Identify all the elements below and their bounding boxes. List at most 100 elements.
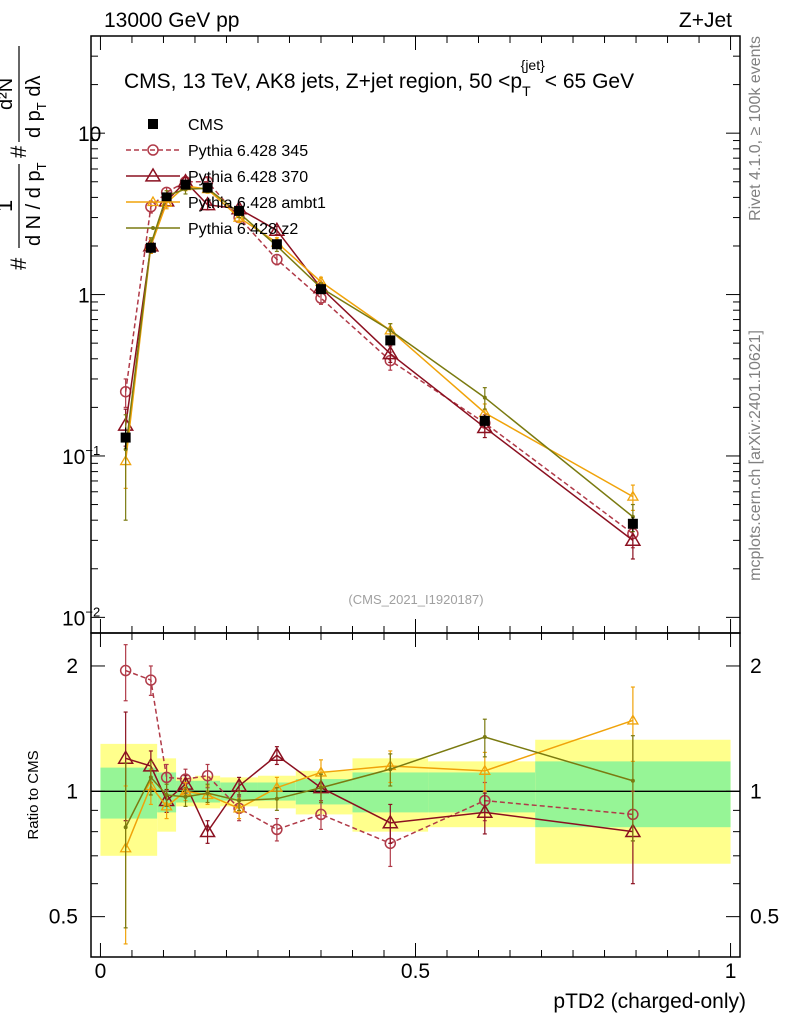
z2-marker	[205, 791, 210, 796]
y-tick-label-ratio-right: 1	[750, 780, 762, 803]
ratio-axis-ticks: 0.5 0.5 1 1 2 2	[49, 633, 779, 958]
p345-marker	[201, 769, 214, 782]
legend-label-ambt1: Pythia 6.428 ambt1	[188, 195, 326, 212]
energy-label: 13000 GeV pp	[104, 9, 239, 32]
process-label: Z+Jet	[679, 9, 732, 32]
ylabel-frac-den-sub: T	[34, 162, 49, 170]
p370-marker	[199, 823, 216, 838]
z2-marker	[388, 328, 393, 333]
cms-marker	[627, 518, 638, 529]
chart-title-sup: {jet}	[521, 57, 545, 73]
ambt1-marker	[146, 195, 160, 207]
main-series-layer	[117, 173, 642, 560]
p370-marker	[476, 419, 494, 434]
p345-marker	[315, 808, 327, 821]
cms-marker	[202, 182, 213, 193]
ratio-series-layer	[117, 644, 642, 945]
band-stat	[428, 772, 536, 813]
svg-text:d N / d pT: d N / d pT	[23, 162, 49, 246]
ambt1-marker	[232, 211, 246, 222]
z2-marker	[482, 735, 487, 740]
ambt1-marker	[478, 764, 491, 775]
p370-marker	[199, 196, 216, 211]
y-tick-label-base: 10	[62, 607, 85, 630]
z2-marker	[151, 226, 155, 230]
z2-marker	[318, 785, 323, 790]
p345-marker	[145, 674, 157, 686]
z2-marker	[630, 778, 635, 783]
legend-item-ambt1: Pythia 6.428 ambt1	[126, 195, 326, 212]
cms-marker	[271, 239, 282, 250]
y-tick-label-main: 10	[78, 123, 101, 146]
p370-marker	[476, 803, 494, 819]
legend-item-p370: Pythia 6.428 370	[126, 167, 308, 186]
y-tick-label-main: 10−2	[62, 604, 100, 630]
cms-marker	[120, 432, 131, 443]
p370-marker	[624, 531, 642, 547]
p345-marker	[147, 144, 159, 156]
y-tick-label-exp: −1	[85, 443, 100, 458]
ylabel-frac-num: 1	[0, 200, 17, 212]
ylabel-den2-sub: T	[34, 102, 49, 110]
source-label: mcplots.cern.ch [arXiv:2401.10621]	[747, 330, 764, 581]
legend-label-p345: Pythia 6.428 345	[188, 143, 308, 160]
ratio-panel: 0.5 0.5 1 1 2 2	[49, 632, 779, 958]
ambt1-marker	[232, 802, 246, 813]
cms-marker	[145, 242, 156, 253]
p370-marker	[268, 221, 286, 236]
x-axis-label: pTD2 (charged-only)	[553, 990, 746, 1013]
svg-text:d pT dλ: d pT dλ	[23, 76, 49, 138]
p370-marker	[268, 746, 286, 762]
y-tick-label-main: 1	[78, 285, 90, 308]
z2-marker	[148, 775, 153, 780]
p345-marker	[119, 664, 132, 677]
cms-marker	[148, 119, 158, 129]
series-cms	[120, 179, 638, 532]
ratio-ylabel: Ratio to CMS	[25, 750, 42, 839]
z2-marker	[388, 767, 393, 772]
p345-marker	[160, 771, 173, 784]
main-ylabel: # 1 d N / d pT # d²N d pT dλ	[0, 46, 49, 270]
ylabel-den2-tail: dλ	[23, 76, 45, 103]
y-tick-label-ratio: 2	[66, 655, 78, 678]
svg-text:#: #	[6, 257, 31, 270]
cms-marker	[315, 284, 326, 295]
ylabel-den2: d p	[23, 110, 45, 138]
ambt1-marker	[160, 800, 173, 811]
cms-marker	[385, 335, 396, 346]
p345-marker	[271, 253, 283, 266]
z2-marker	[164, 792, 169, 797]
z2-marker	[482, 395, 487, 400]
ambt1-marker	[626, 714, 640, 725]
y-tick-label-exp: −2	[85, 604, 100, 619]
svg-text:d²N: d²N	[0, 78, 17, 110]
chart-title-sub: T	[522, 83, 531, 99]
z2-marker	[123, 825, 128, 830]
y-tick-label-ratio-right: 0.5	[750, 906, 779, 929]
p370-marker	[381, 814, 399, 829]
legend-item-cms: CMS	[148, 117, 224, 134]
y-tick-label-base: 10	[62, 446, 85, 469]
svg-text:#: #	[6, 145, 31, 158]
legend-label-p370: Pythia 6.428 370	[188, 169, 308, 186]
cms-marker	[479, 415, 490, 426]
chart-title: CMS, 13 TeV, AK8 jets, Z+jet region, 50 …	[124, 57, 634, 99]
legend-label-cms: CMS	[188, 117, 224, 134]
cms-marker	[161, 192, 172, 203]
chart-title-tail: < 65 GeV	[545, 70, 634, 93]
chart-title-main: CMS, 13 TeV, AK8 jets, Z+jet region, 50 …	[124, 70, 522, 93]
z2-marker	[183, 794, 188, 799]
analysis-id: (CMS_2021_I1920187)	[348, 592, 483, 607]
ratio-uncertainty-bands	[91, 739, 740, 864]
svg-text:1: 1	[0, 200, 17, 212]
x-tick-label: 0	[95, 960, 107, 983]
y-tick-label-base: 1	[78, 285, 90, 308]
ylabel-prefix: #	[6, 257, 31, 270]
legend-label-z2: Pythia 6.428 z2	[188, 221, 298, 238]
legend: CMS Pythia 6.428 345 Pythia 6.428 370 Pythi…	[126, 117, 326, 238]
y-tick-label-ratio-right: 2	[750, 655, 762, 678]
legend-item-z2: Pythia 6.428 z2	[126, 221, 298, 238]
y-tick-label-main: 10−1	[62, 443, 100, 469]
